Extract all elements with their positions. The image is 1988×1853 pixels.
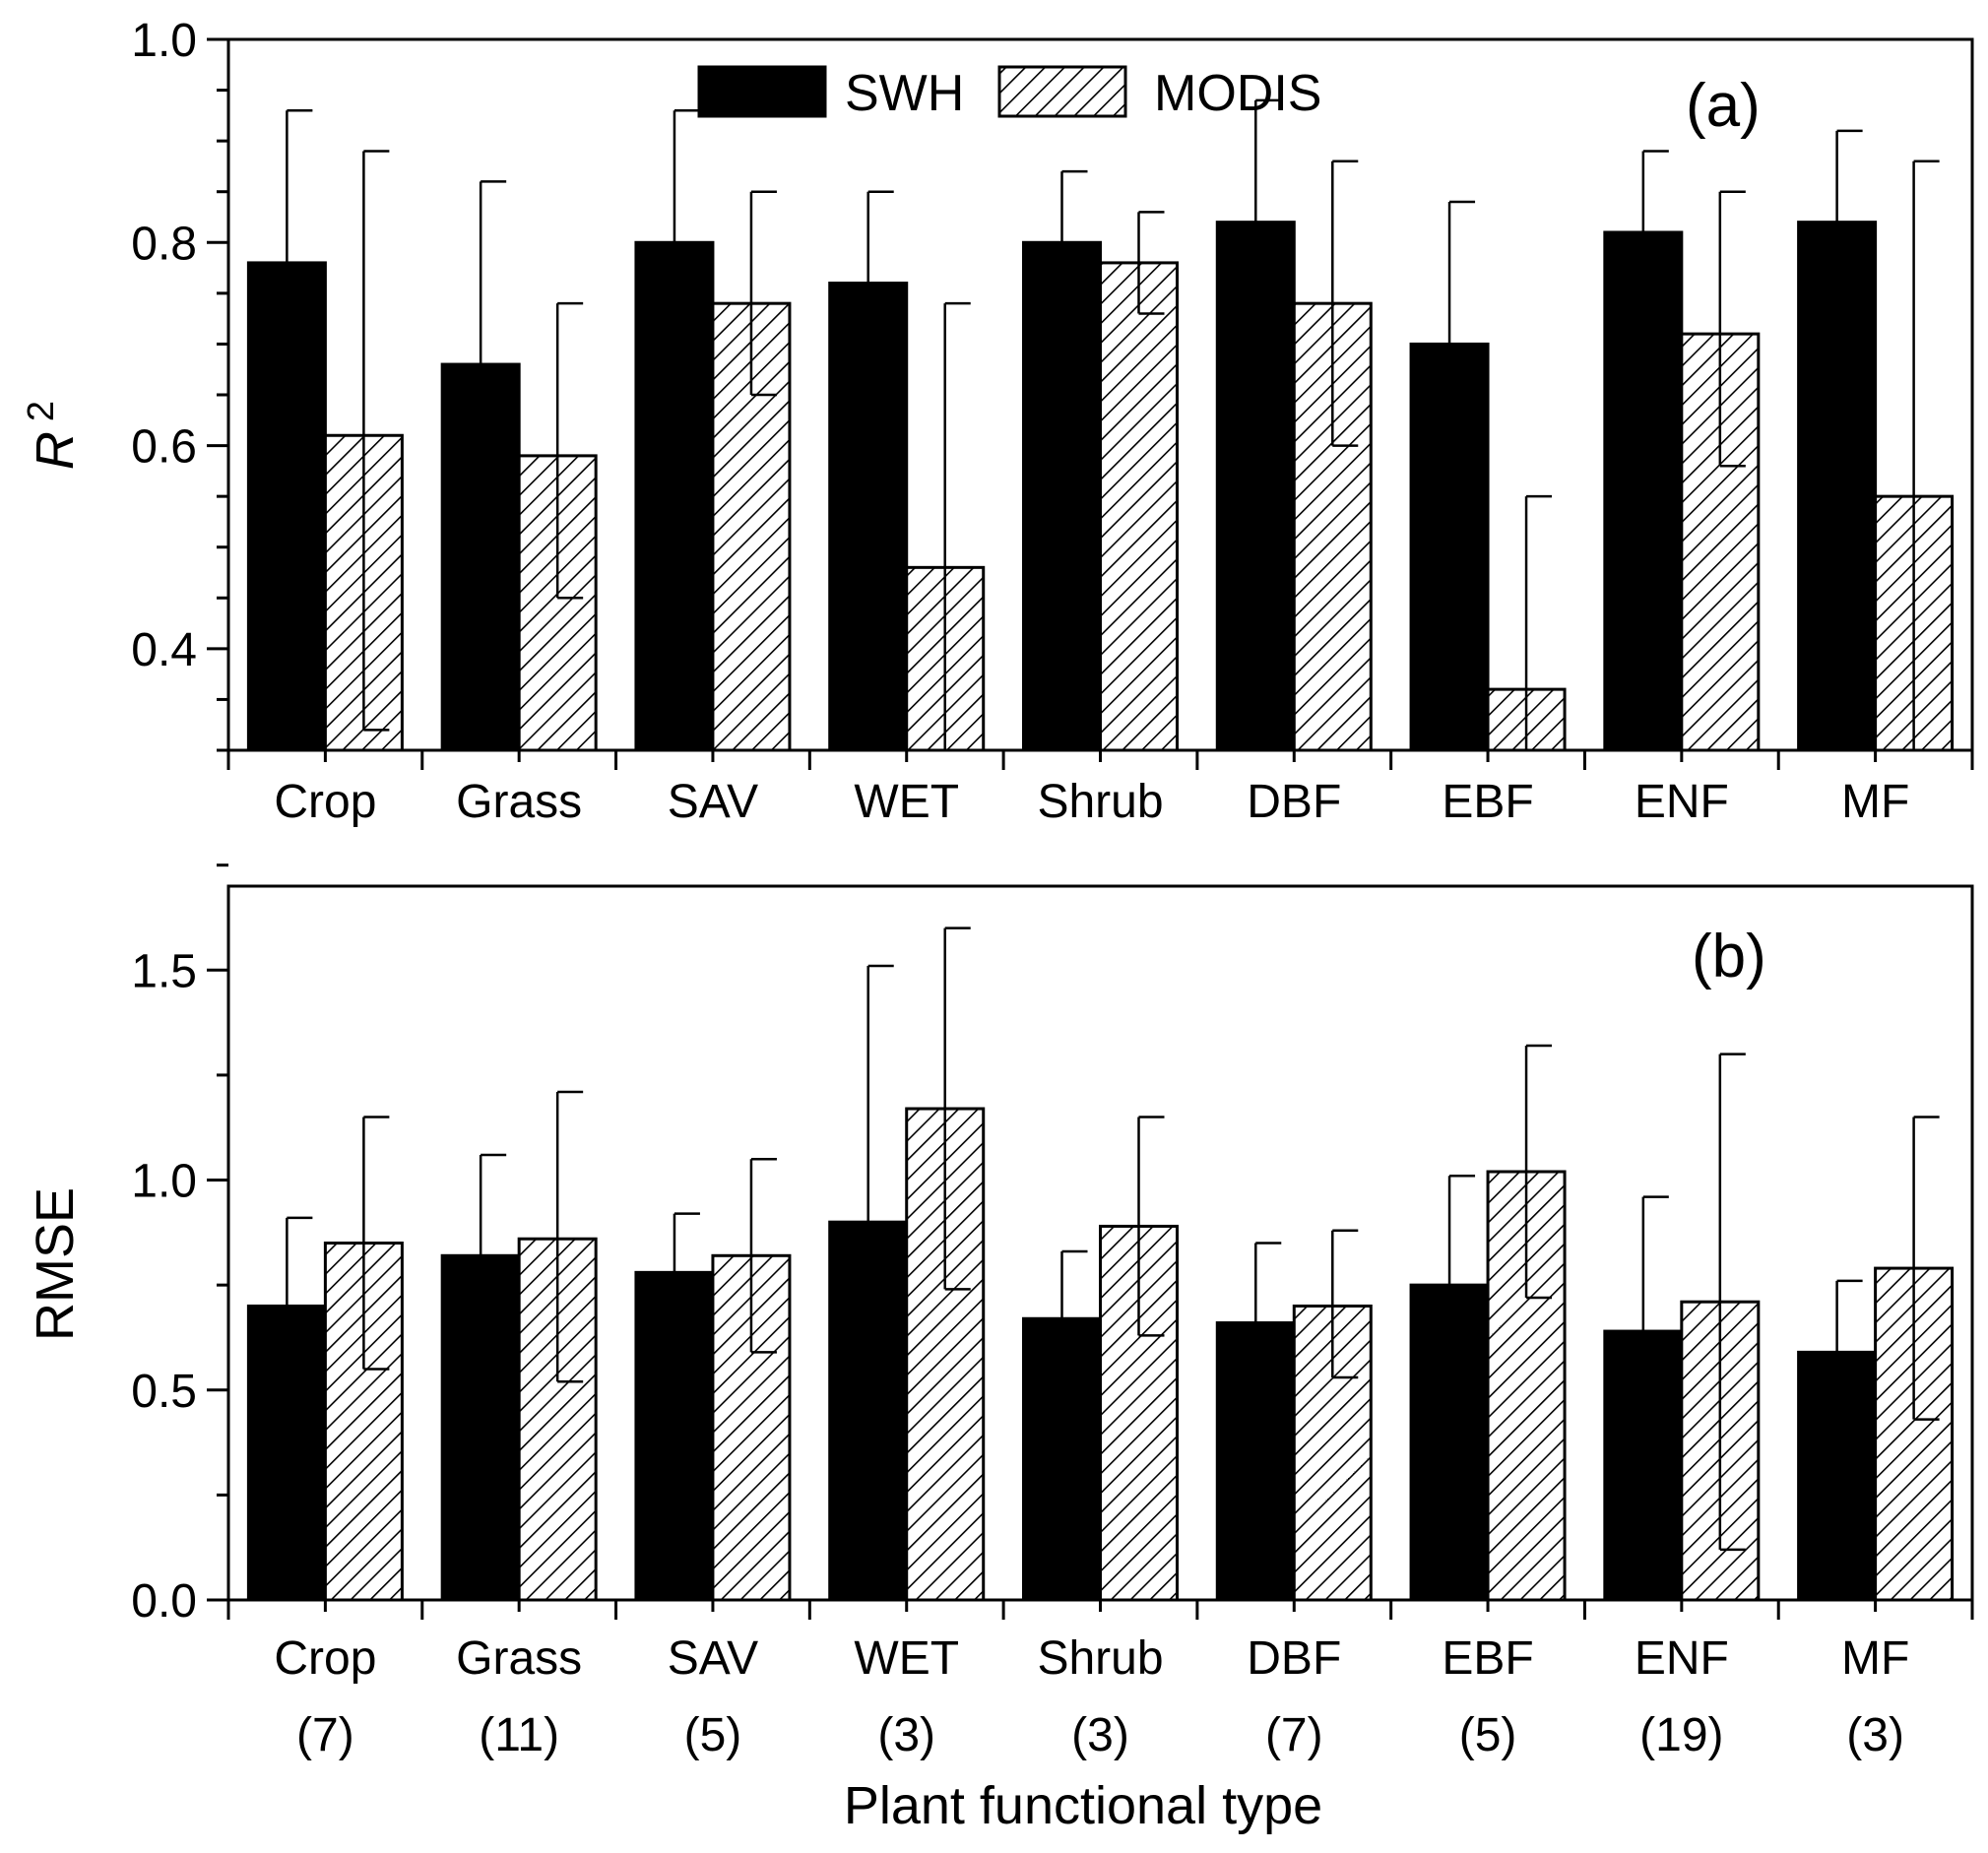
category-label: ENF: [1635, 776, 1729, 828]
y-tick-label: 0.4: [131, 624, 197, 676]
category-label: DBF: [1247, 776, 1341, 828]
category-count-label: (19): [1639, 1709, 1723, 1761]
bar-swh: [1603, 1329, 1684, 1602]
category-label: WET: [854, 1632, 959, 1685]
category-count-label: (3): [877, 1709, 935, 1761]
panel-a-ylabel: R2: [21, 401, 85, 470]
category-count-label: (5): [684, 1709, 742, 1761]
bar-swh: [246, 261, 327, 752]
bar-swh: [634, 1270, 715, 1602]
bar-swh: [1603, 230, 1684, 752]
bar-swh: [1022, 240, 1102, 752]
category-label: WET: [854, 776, 959, 828]
legend-swh-swatch: [697, 65, 827, 118]
legend: SWH MODIS: [697, 65, 1321, 122]
y-tick-label: 1.0: [131, 1156, 197, 1208]
category-label: MF: [1841, 1632, 1909, 1685]
y-tick-label: 0.5: [131, 1366, 197, 1418]
bar-swh: [1215, 221, 1296, 752]
category-count-label: (11): [479, 1709, 559, 1761]
category-label: SAV: [668, 776, 758, 828]
bar-swh: [246, 1304, 327, 1602]
legend-modis-swatch: [997, 65, 1127, 118]
y-tick-label: 0.6: [131, 421, 197, 474]
category-count-label: (7): [296, 1709, 354, 1761]
category-count-label: (3): [1071, 1709, 1129, 1761]
bar-swh: [1022, 1316, 1102, 1602]
category-label: Shrub: [1037, 1632, 1163, 1685]
bar-modis: [1099, 261, 1179, 752]
category-label: EBF: [1442, 1632, 1533, 1685]
bar-swh: [1797, 1350, 1878, 1602]
category-label: MF: [1841, 776, 1909, 828]
legend-swh-label: SWH: [845, 65, 964, 122]
category-label: DBF: [1247, 1632, 1341, 1685]
panel-b-rmse: 0.0 0.5 1.0 1.5 Crop (7) Grass (11) SAV (5) WET (3)…: [131, 863, 1974, 1761]
category-label: Crop: [274, 1632, 376, 1685]
panel-a-label: (a): [1686, 72, 1761, 140]
category-label: Grass: [456, 776, 582, 828]
y-tick-label: 1.0: [131, 15, 197, 67]
bar-swh: [828, 282, 909, 752]
category-label: Shrub: [1037, 776, 1163, 828]
category-label: EBF: [1442, 776, 1533, 828]
category-label: ENF: [1635, 1632, 1729, 1685]
y-tick-label: 0.8: [131, 218, 197, 270]
category-count-label: (7): [1265, 1709, 1323, 1761]
bar-modis: [517, 1237, 598, 1602]
bar-swh: [1215, 1321, 1296, 1602]
category-label: Crop: [274, 776, 376, 828]
bar-swh: [828, 1220, 909, 1602]
panel-b-ylabel: RMSE: [26, 1187, 85, 1341]
category-count-label: (3): [1846, 1709, 1904, 1761]
legend-modis-label: MODIS: [1154, 65, 1321, 122]
category-label: Grass: [456, 1632, 582, 1685]
x-axis-title: Plant functional type: [844, 1776, 1322, 1835]
panel-b-label: (b): [1692, 923, 1766, 990]
bar-swh: [440, 1253, 521, 1602]
bar-swh: [440, 362, 521, 752]
bar-swh: [634, 240, 715, 752]
category-count-label: (5): [1459, 1709, 1517, 1761]
bar-swh: [1797, 221, 1878, 752]
y-tick-label: 1.5: [131, 945, 197, 997]
panel-a-r2: 0.4 0.6 0.8 1.0 Crop Grass SAV WET Shrub DBF EBF EN…: [131, 15, 1974, 828]
bar-modis: [711, 1253, 792, 1602]
y-tick-label: 0.0: [131, 1575, 197, 1628]
bar-swh: [1409, 1283, 1490, 1602]
bar-swh: [1409, 342, 1490, 752]
category-label: SAV: [668, 1632, 758, 1685]
